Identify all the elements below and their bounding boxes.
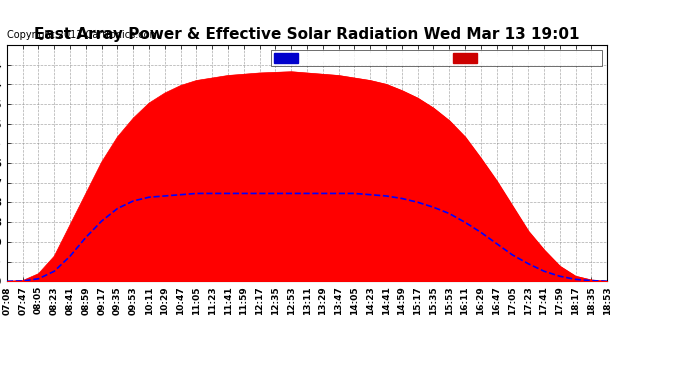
Legend: Radiation (Effective w/m2), East Array (DC Watts): Radiation (Effective w/m2), East Array (…	[271, 50, 602, 66]
Title: East Array Power & Effective Solar Radiation Wed Mar 13 19:01: East Array Power & Effective Solar Radia…	[34, 27, 580, 42]
Text: Copyright 2013 Cartronics.com: Copyright 2013 Cartronics.com	[7, 30, 159, 39]
